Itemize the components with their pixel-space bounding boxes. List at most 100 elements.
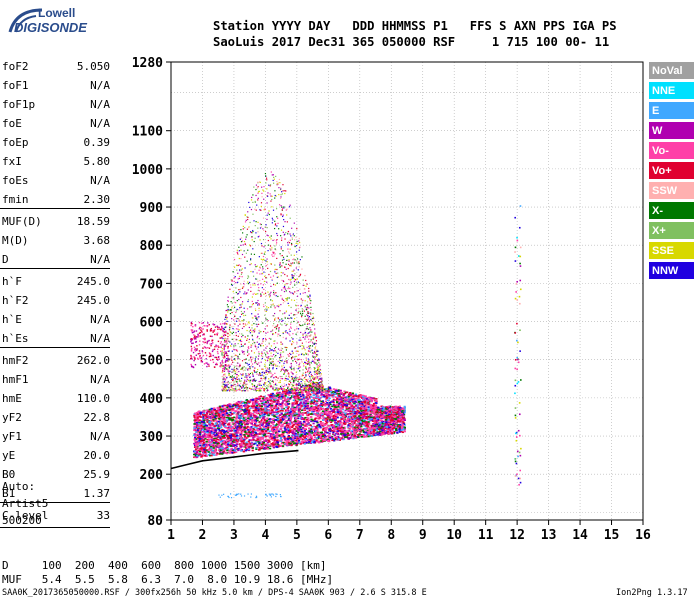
echo-point: [203, 444, 206, 446]
echo-point: [247, 417, 250, 420]
echo-point: [319, 391, 322, 393]
echo-point: [236, 443, 239, 446]
echo-point: [340, 437, 344, 440]
echo-point: [248, 415, 251, 418]
echo-point: [202, 455, 205, 457]
echo-point: [326, 391, 329, 393]
echo-point: [216, 452, 219, 455]
echo-point: [327, 395, 330, 398]
echo-point: [270, 438, 273, 441]
header-line2: SaoLuis 2017 Dec31 365 050000 RSF 1 715 …: [213, 35, 610, 49]
echo-point: [373, 398, 376, 401]
echo-point: [328, 427, 331, 430]
param-row: B1 1.37: [2, 484, 110, 503]
echo-point: [307, 393, 310, 395]
echo-point: [223, 423, 226, 425]
echo-point: [306, 399, 309, 402]
echo-point: [342, 423, 345, 426]
echo-point: [337, 433, 340, 436]
echo-point: [328, 401, 332, 404]
echo-point: [253, 415, 256, 418]
echo-point: [324, 431, 327, 433]
echo-point: [341, 412, 344, 415]
echo-point: [356, 412, 359, 415]
echo-point: [315, 397, 318, 399]
echo-point: [285, 409, 289, 411]
echo-point: [324, 390, 328, 393]
echo-point: [321, 396, 324, 398]
echo-point: [354, 427, 357, 430]
echo-point: [315, 399, 318, 402]
echo-point: [366, 398, 369, 401]
echo-point: [249, 399, 253, 401]
echo-point: [379, 416, 383, 419]
echo-point: [202, 426, 206, 429]
echo-point: [357, 403, 360, 406]
echo-point: [379, 411, 382, 414]
echo-point: [229, 408, 232, 411]
echo-point: [308, 419, 311, 422]
echo-point: [289, 420, 292, 422]
echo-point: [334, 436, 337, 438]
echo-point: [221, 405, 224, 407]
echo-point: [210, 435, 213, 437]
echo-point: [254, 432, 258, 434]
echo-point: [300, 428, 303, 431]
echo-point: [196, 421, 199, 423]
x-tick-label: 16: [635, 528, 651, 543]
echo-point: [255, 420, 258, 423]
echo-point: [235, 420, 238, 423]
echo-point: [221, 408, 225, 411]
echo-point: [198, 436, 201, 439]
param-row: foE N/A: [2, 114, 110, 133]
echo-point: [340, 438, 343, 440]
echo-point: [231, 421, 234, 424]
echo-point: [231, 419, 234, 422]
header-line1: Station YYYY DAY DDD HHMMSS P1 FFS S AXN…: [213, 19, 617, 33]
echo-point: [390, 408, 393, 411]
echo-point: [280, 420, 283, 423]
echo-point: [203, 416, 207, 419]
echo-point: [340, 426, 344, 428]
echo-point: [358, 424, 362, 426]
echo-point: [296, 435, 299, 438]
echo-point: [326, 420, 329, 422]
echo-point: [218, 432, 221, 435]
echo-point: [300, 440, 303, 443]
echo-point: [343, 427, 346, 430]
echo-point: [262, 421, 266, 423]
param-value: N/A: [90, 117, 110, 130]
echo-point: [289, 392, 292, 394]
echo-point: [351, 425, 354, 428]
echo-point: [370, 435, 374, 437]
echo-point: [298, 411, 301, 413]
echo-point: [284, 412, 287, 414]
echo-point: [245, 399, 248, 401]
echo-point: [276, 433, 279, 436]
echo-point: [343, 420, 347, 423]
echo-point: [231, 451, 234, 454]
echo-point: [284, 395, 287, 397]
echo-point: [262, 396, 265, 398]
echo-point: [247, 405, 251, 408]
echo-point: [390, 429, 394, 432]
echo-point: [399, 423, 402, 426]
echo-point: [222, 435, 225, 437]
echo-point: [348, 419, 351, 421]
echo-point: [337, 389, 340, 391]
param-name: foEs: [2, 174, 29, 187]
echo-point: [371, 412, 374, 414]
echo-point: [325, 395, 328, 397]
echo-point: [324, 429, 327, 432]
echo-point: [387, 428, 390, 430]
echo-point: [239, 432, 242, 434]
echo-point: [314, 417, 317, 420]
param-row: foF2 5.050: [2, 57, 110, 76]
echo-point: [324, 392, 327, 395]
echo-point: [256, 410, 259, 413]
echo-point: [290, 416, 293, 419]
echo-point: [287, 428, 290, 430]
echo-point: [198, 414, 202, 417]
echo-point: [210, 422, 214, 425]
echo-point: [261, 430, 264, 433]
